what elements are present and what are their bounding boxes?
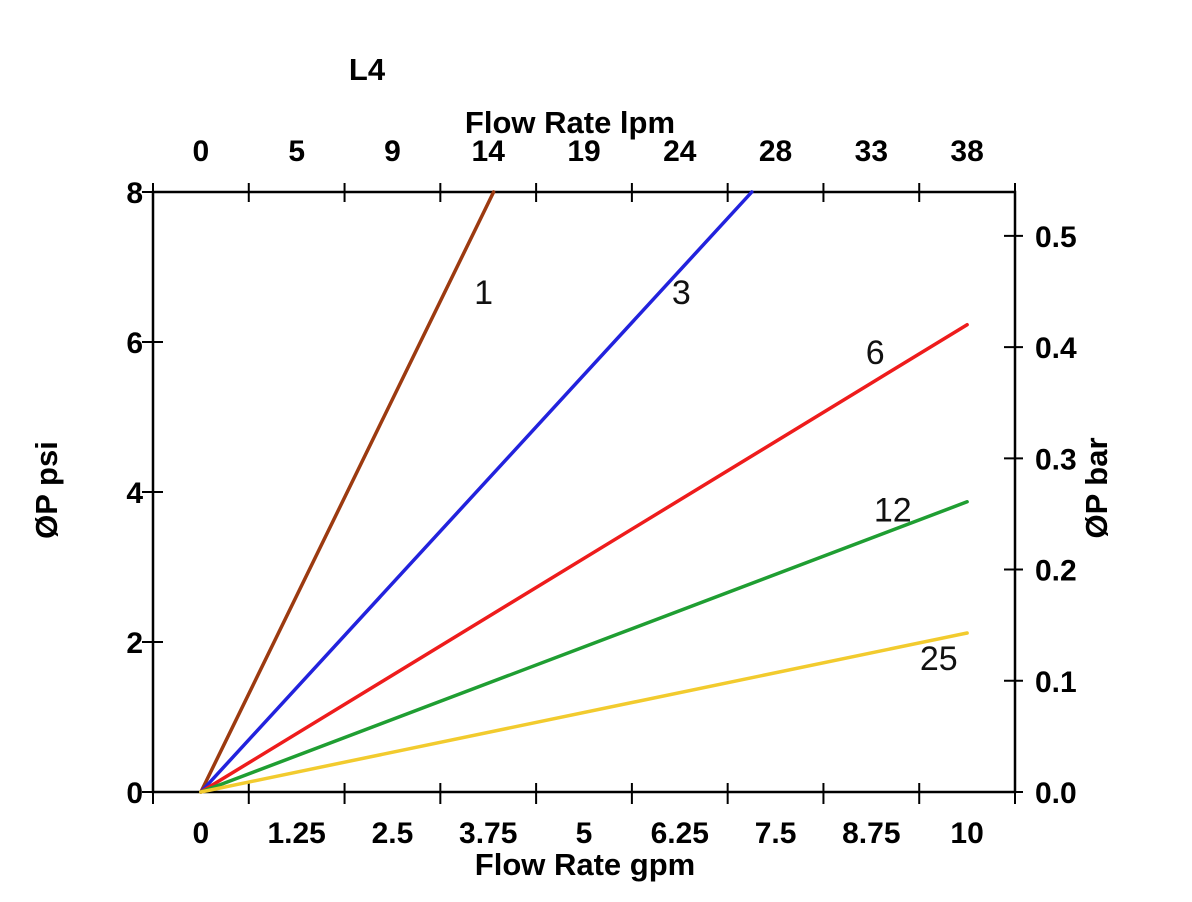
bottom-tick-label: 0 bbox=[193, 817, 210, 850]
right-tick-label: 0.1 bbox=[1035, 666, 1077, 699]
right-tick-label: 0.3 bbox=[1035, 443, 1077, 476]
series-line-25 bbox=[199, 631, 969, 794]
bottom-tick-label: 8.75 bbox=[842, 817, 900, 850]
bottom-axis-title: Flow Rate gpm bbox=[475, 847, 695, 882]
axis-tick-labels: 0 5 9 14 19 24 28 33 380 1.25 2.5 3.75 5 6.25 7.5 8.75 1… bbox=[126, 135, 1077, 850]
right-axis-title: ØP bar bbox=[1079, 437, 1114, 538]
series-line-6 bbox=[199, 322, 969, 794]
bottom-tick-label: 6.25 bbox=[651, 817, 709, 850]
top-axis-title: Flow Rate lpm bbox=[465, 105, 675, 140]
series-label-3: 3 bbox=[672, 274, 691, 312]
top-tick-label: 24 bbox=[663, 135, 697, 168]
top-tick-label: 5 bbox=[288, 135, 305, 168]
top-tick-label: 9 bbox=[384, 135, 401, 168]
chart-title: L4 bbox=[349, 52, 386, 87]
bottom-tick-label: 3.75 bbox=[459, 817, 517, 850]
left-axis-title: ØP psi bbox=[29, 441, 64, 539]
left-tick-label: 0 bbox=[126, 777, 143, 810]
top-tick-label: 28 bbox=[759, 135, 792, 168]
series-label-1: 1 bbox=[474, 274, 493, 312]
right-tick-label: 0.5 bbox=[1035, 221, 1077, 254]
right-tick-label: 0.4 bbox=[1035, 332, 1077, 365]
top-tick-label: 33 bbox=[855, 135, 888, 168]
left-tick-label: 6 bbox=[126, 327, 143, 360]
series-label-25: 25 bbox=[920, 640, 958, 678]
top-tick-label: 14 bbox=[472, 135, 506, 168]
bottom-tick-label: 5 bbox=[576, 817, 593, 850]
bottom-tick-label: 2.5 bbox=[372, 817, 414, 850]
series-line-3 bbox=[199, 190, 754, 794]
top-tick-label: 19 bbox=[567, 135, 600, 168]
left-tick-label: 8 bbox=[126, 177, 143, 210]
series-line-12 bbox=[199, 500, 969, 794]
axis-ticks bbox=[142, 183, 1023, 804]
data-series bbox=[199, 190, 969, 794]
right-tick-label: 0.0 bbox=[1035, 777, 1077, 810]
bottom-tick-label: 7.5 bbox=[755, 817, 797, 850]
series-label-6: 6 bbox=[866, 334, 885, 372]
bottom-tick-label: 1.25 bbox=[267, 817, 325, 850]
top-tick-label: 38 bbox=[950, 135, 983, 168]
left-tick-label: 4 bbox=[126, 477, 143, 510]
series-line-1 bbox=[199, 190, 496, 794]
right-tick-label: 0.2 bbox=[1035, 555, 1077, 588]
bottom-tick-label: 10 bbox=[950, 817, 983, 850]
left-tick-label: 2 bbox=[126, 627, 143, 660]
series-label-12: 12 bbox=[874, 491, 912, 529]
top-tick-label: 0 bbox=[193, 135, 210, 168]
data-series-labels: 1 3 6 12 25 bbox=[474, 274, 958, 678]
